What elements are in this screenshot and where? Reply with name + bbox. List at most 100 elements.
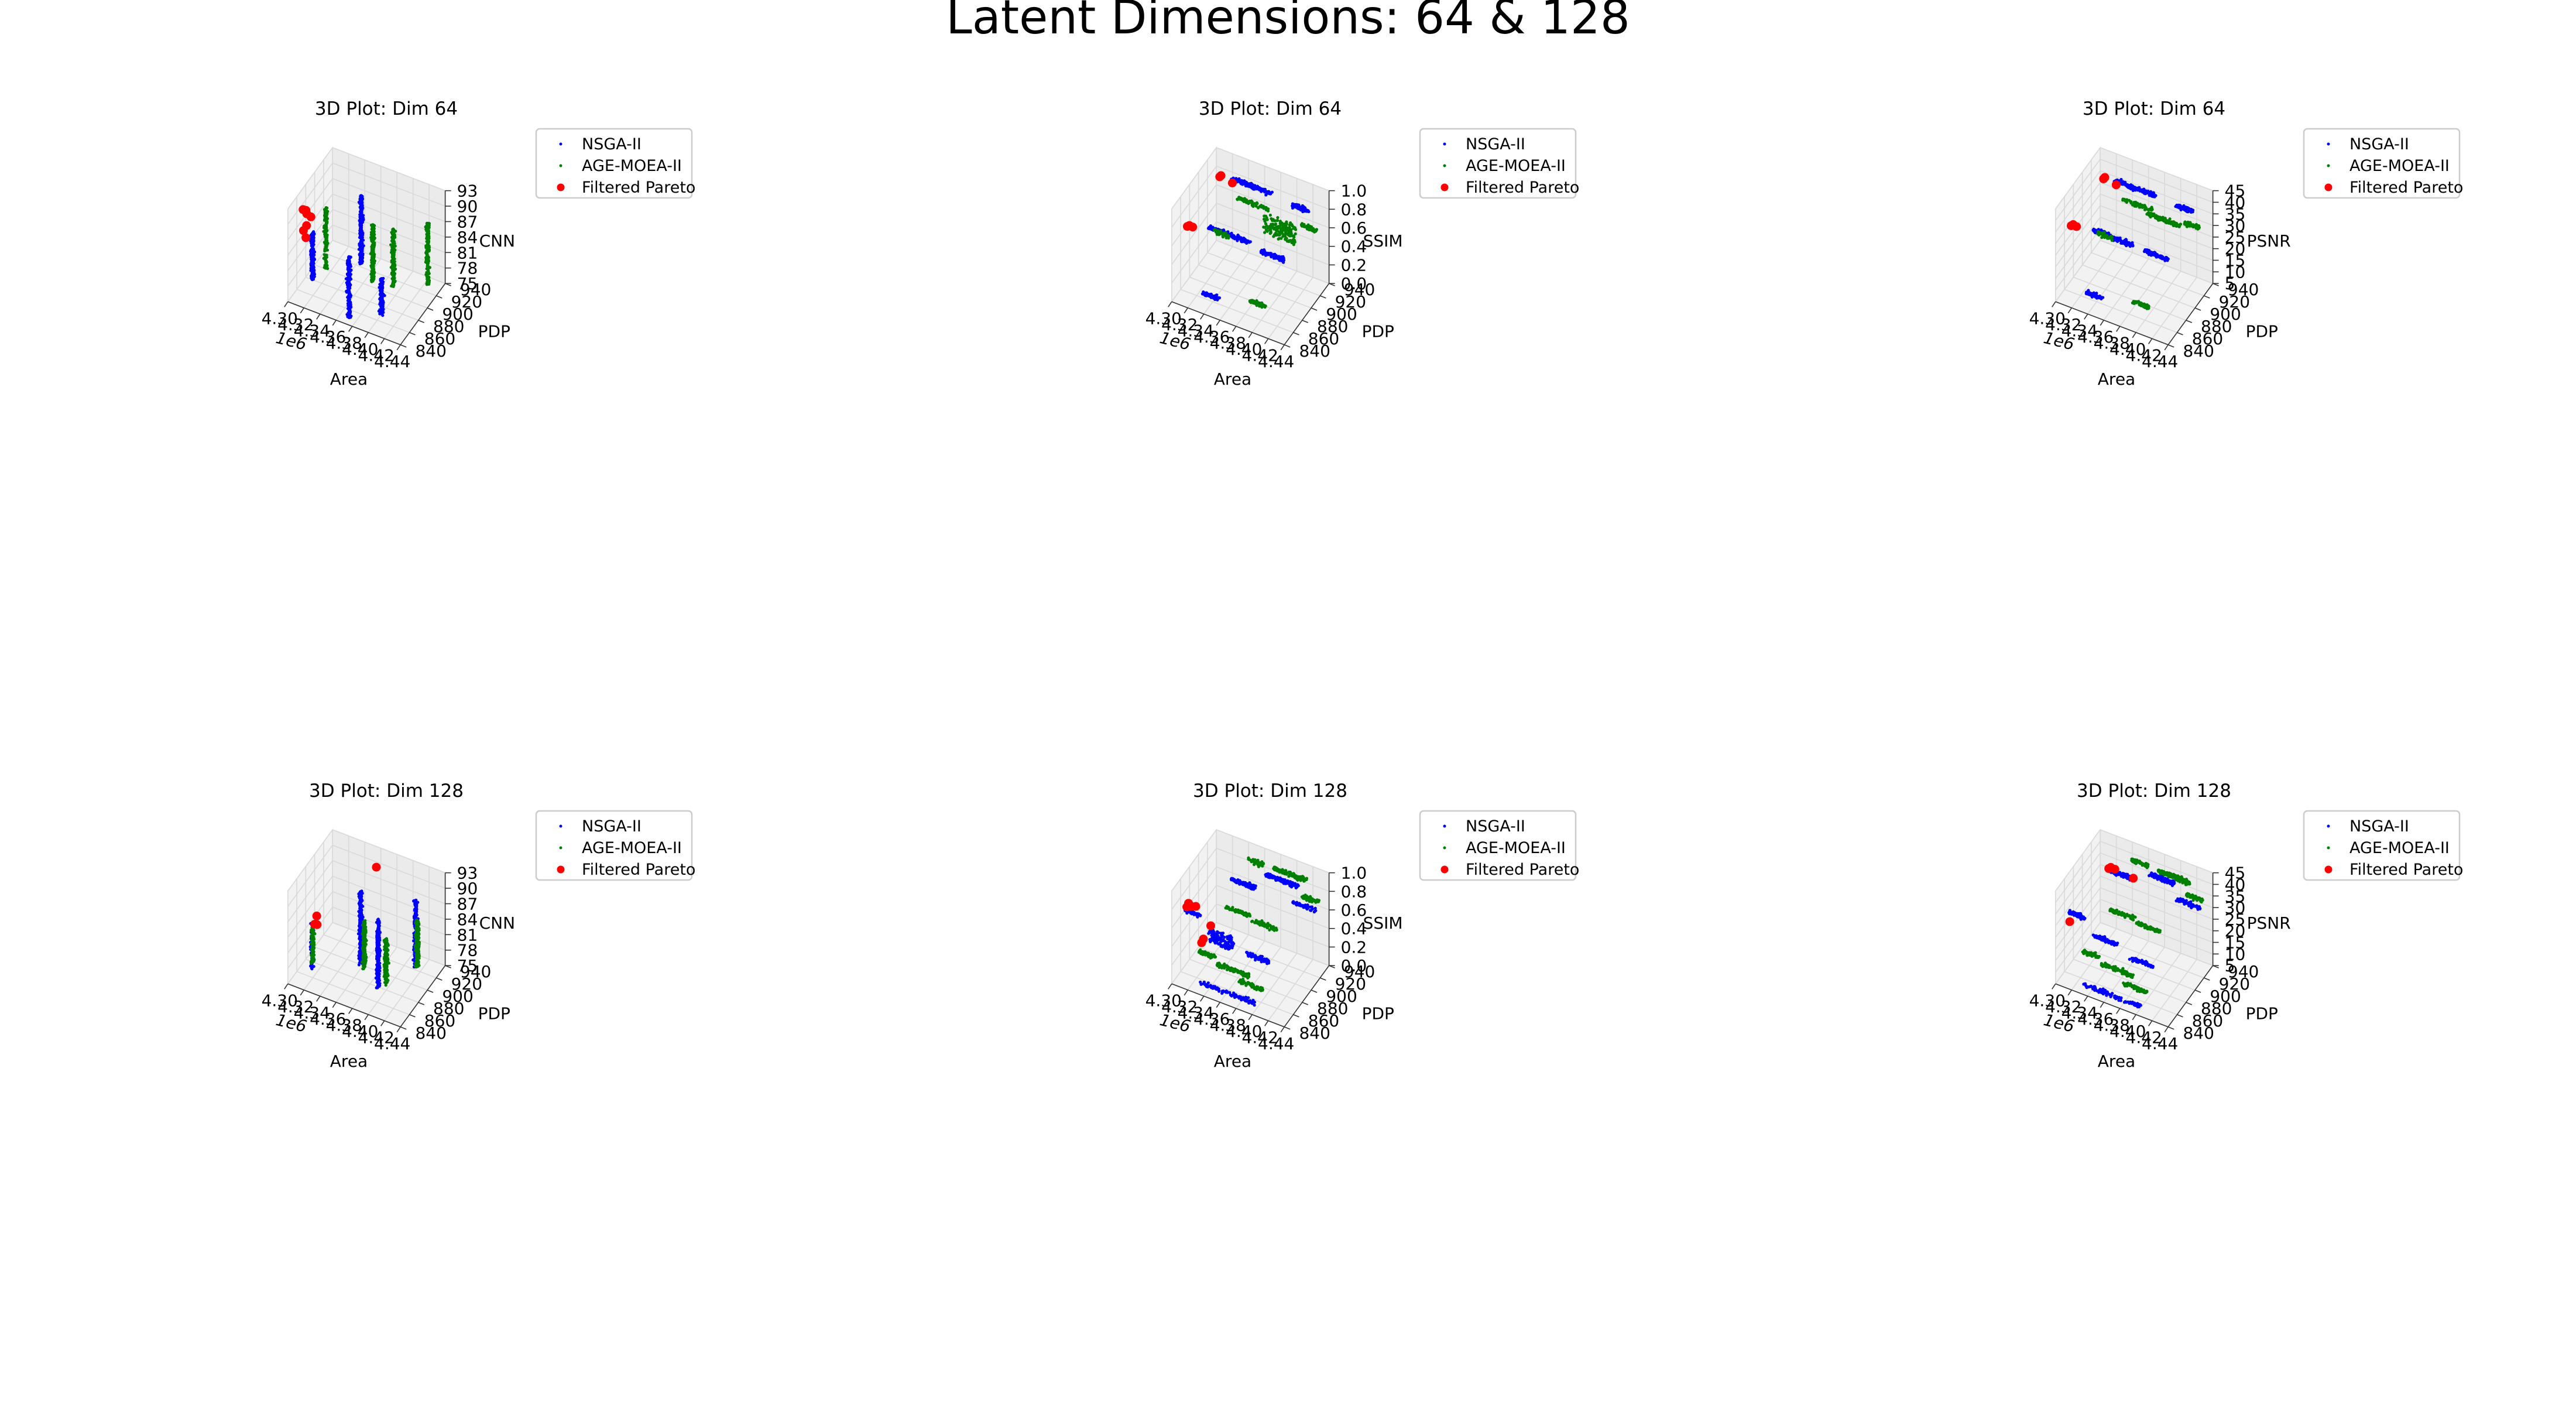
legend-marker <box>1443 143 1446 146</box>
scatter-point <box>376 985 379 988</box>
scatter-point <box>347 290 350 293</box>
scatter-point <box>377 949 380 952</box>
scatter-point <box>2189 222 2192 225</box>
scatter-point <box>1302 225 1305 228</box>
scatter-point <box>370 280 373 283</box>
scatter-point <box>1277 234 1280 237</box>
scatter-point <box>392 283 395 286</box>
scatter-point <box>311 265 314 268</box>
scatter-point <box>2131 184 2134 187</box>
legend-label: NSGA-II <box>2349 135 2409 153</box>
scatter-point <box>376 929 379 932</box>
scatter-point <box>358 942 361 945</box>
scatter-point <box>1258 189 1261 191</box>
x-tick-label: 4.44 <box>374 352 410 371</box>
scatter-point <box>414 913 417 916</box>
scatter-point <box>392 277 395 280</box>
scatter-point <box>312 234 315 237</box>
scatter-point <box>390 236 393 239</box>
scatter-point <box>1241 199 1244 202</box>
scatter-point <box>1224 231 1227 234</box>
scatter-point <box>1248 300 1251 303</box>
scatter-point <box>2125 185 2128 188</box>
y-axis-label: PDP <box>2246 322 2278 341</box>
z-tick-label: 1.0 <box>1341 182 1367 201</box>
scatter-point <box>1300 208 1303 211</box>
scatter-point <box>2123 241 2126 244</box>
scatter-point <box>1270 231 1272 234</box>
legend-label: NSGA-II <box>582 135 642 153</box>
scatter-point <box>2138 303 2141 306</box>
scatter-point <box>1271 254 1274 257</box>
legend-marker <box>2327 165 2330 167</box>
x-tick-label: 4.44 <box>1258 352 1294 371</box>
scatter-point <box>1276 219 1279 222</box>
scatter-point <box>371 270 374 273</box>
subplot-title: 3D Plot: Dim 64 <box>2083 98 2225 119</box>
subplot-title: 3D Plot: Dim 128 <box>309 780 464 802</box>
scatter-point <box>2167 258 2170 261</box>
scatter-point <box>380 301 383 304</box>
scatter-point <box>2183 222 2186 225</box>
scatter-point <box>2137 300 2140 303</box>
scatter-point <box>2165 220 2168 223</box>
scatter-point <box>424 225 427 228</box>
scatter-point <box>1232 237 1234 239</box>
scatter-point <box>425 245 428 248</box>
scatter-point <box>1291 224 1294 227</box>
scatter-point <box>348 295 351 298</box>
x-tick-label: 4.44 <box>2142 352 2178 371</box>
subplot-title: 3D Plot: Dim 64 <box>1199 98 1342 119</box>
scatter-point <box>1222 234 1224 237</box>
scatter-point <box>391 264 394 267</box>
scatter-point <box>1288 240 1291 243</box>
scatter-point <box>1216 296 1219 299</box>
scatter-point <box>2124 181 2126 184</box>
scatter-point <box>427 240 430 243</box>
scatter-point <box>376 970 379 973</box>
legend-label: Filtered Pareto <box>1466 179 1579 197</box>
scatter-point <box>360 891 363 894</box>
subplot-1: 4.304.324.344.364.384.404.424.4484086088… <box>135 100 814 732</box>
scatter-point <box>1251 200 1254 203</box>
scatter-point <box>2131 241 2133 244</box>
scatter-point <box>359 956 362 958</box>
legend-label: AGE-MOEA-II <box>1466 157 1566 175</box>
scatter-point <box>1276 216 1279 219</box>
x-axis-label: Area <box>330 369 368 389</box>
scatter-point <box>2146 208 2149 211</box>
scatter-point <box>310 953 313 956</box>
scatter-point <box>1215 293 1218 296</box>
scatter-point <box>369 273 372 276</box>
scatter-point <box>2125 198 2128 201</box>
scatter-point <box>1244 184 1247 187</box>
scatter-point <box>358 916 361 919</box>
x-axis-label: Area <box>330 1052 368 1071</box>
scatter-point <box>2132 189 2135 192</box>
scatter-point <box>2143 303 2146 306</box>
scatter-point <box>324 232 327 235</box>
legend-label: NSGA-II <box>1466 135 1525 153</box>
subplot-2: 4.304.324.344.364.384.404.424.4484086088… <box>1018 100 1697 732</box>
scatter-point <box>359 207 362 210</box>
scatter-point <box>375 957 378 960</box>
scatter-point <box>1252 205 1255 208</box>
scatter-point <box>2133 201 2136 204</box>
scatter-point <box>1277 227 1280 230</box>
scatter-point <box>2150 207 2153 210</box>
scatter-point <box>2149 213 2152 216</box>
legend-label: AGE-MOEA-II <box>582 157 682 175</box>
scatter-point <box>1294 232 1297 235</box>
scatter-point <box>2118 239 2121 242</box>
scatter-point <box>312 958 315 961</box>
x-axis-label: Area <box>2098 369 2135 389</box>
scatter-point <box>1265 253 1268 256</box>
scatter-point <box>325 214 328 217</box>
scatter-point <box>371 228 374 231</box>
scatter-point <box>1207 293 1210 296</box>
subplot-3: 4.304.324.344.364.384.404.424.4484086088… <box>1902 100 2576 732</box>
scatter-point <box>324 254 327 256</box>
scatter-point <box>1292 203 1295 206</box>
scatter-point <box>381 292 384 295</box>
